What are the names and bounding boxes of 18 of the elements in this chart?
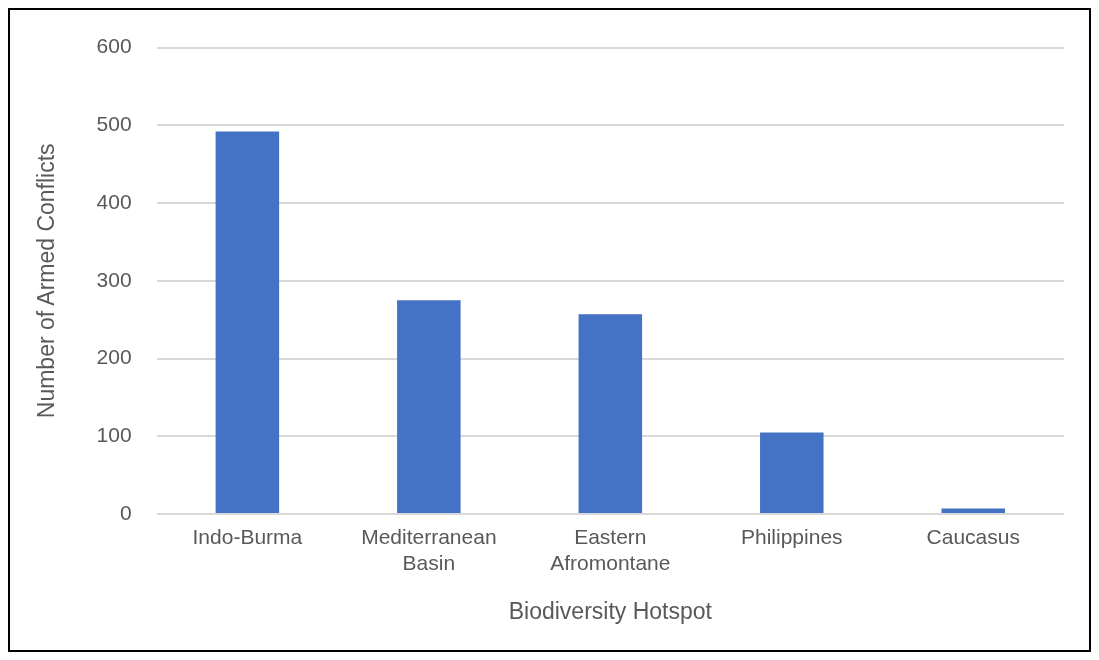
- y-tick-label: 0: [119, 500, 132, 524]
- y-tick-label: 200: [96, 345, 132, 369]
- y-tick-label: 300: [96, 267, 132, 291]
- x-tick-label: Indo-Burma: [192, 525, 303, 549]
- bar: [397, 300, 461, 513]
- y-tick-label: 600: [96, 34, 132, 58]
- bar: [578, 314, 643, 513]
- y-tick-label: 100: [96, 423, 132, 447]
- x-tick-label: Mediterranean Basin: [361, 525, 497, 574]
- y-tick-label: 500: [96, 112, 132, 136]
- y-axis-title: Number of Armed Conflicts: [33, 143, 60, 419]
- x-tick-label: Eastern Afromontane: [550, 525, 671, 574]
- bar: [760, 432, 824, 513]
- x-tick-label: Philippines: [741, 525, 843, 549]
- x-axis-title: Biodiversity Hotspot: [508, 597, 713, 624]
- y-tick-label: 400: [96, 189, 132, 213]
- x-tick-label: Caucasus: [926, 525, 1020, 549]
- bar: [215, 131, 280, 513]
